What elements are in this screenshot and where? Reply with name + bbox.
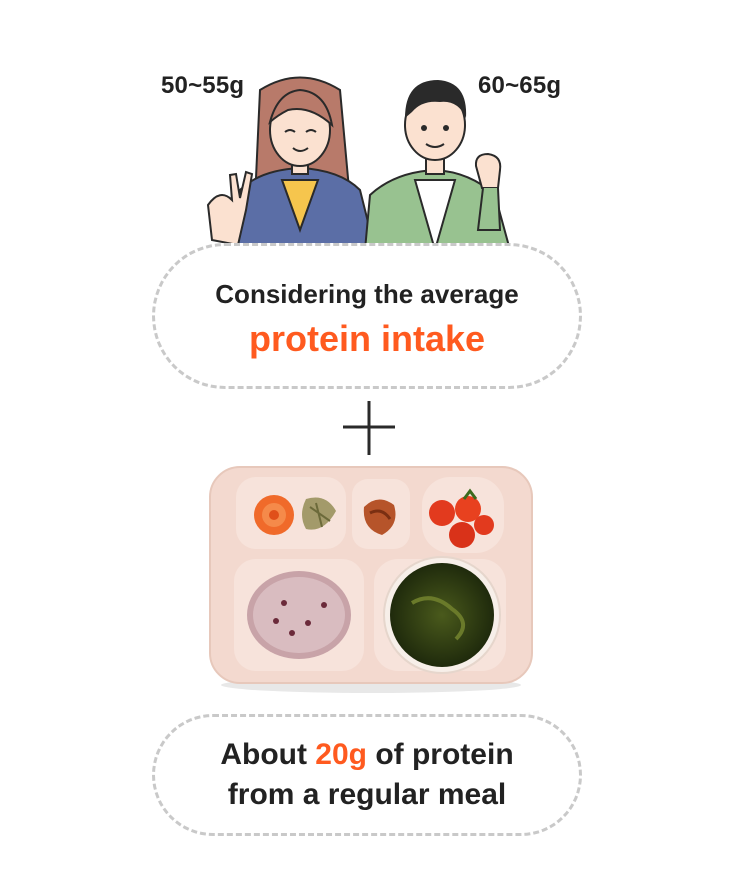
woman-figure	[206, 76, 377, 250]
female-intake-label: 50~55g	[161, 72, 245, 99]
meal-tray-image	[209, 466, 533, 693]
man-figure	[363, 80, 512, 250]
protein-amount: 20g	[315, 738, 367, 771]
regular-meal-line1: About 20g of protein	[220, 735, 513, 775]
average-intake-line1: Considering the average	[215, 278, 519, 309]
average-intake-line2: protein intake	[248, 317, 486, 359]
regular-meal-box: About 20g of protein from a regular meal	[152, 714, 582, 836]
people-illustration	[206, 76, 512, 250]
regular-meal-line1-post: of protein	[367, 738, 514, 771]
plus-icon	[343, 401, 395, 455]
average-intake-box: Considering the average protein intake	[152, 243, 582, 389]
regular-meal-line1-pre: About	[220, 738, 316, 771]
male-intake-label: 60~65g	[478, 72, 562, 99]
regular-meal-line2: from a regular meal	[227, 778, 507, 811]
